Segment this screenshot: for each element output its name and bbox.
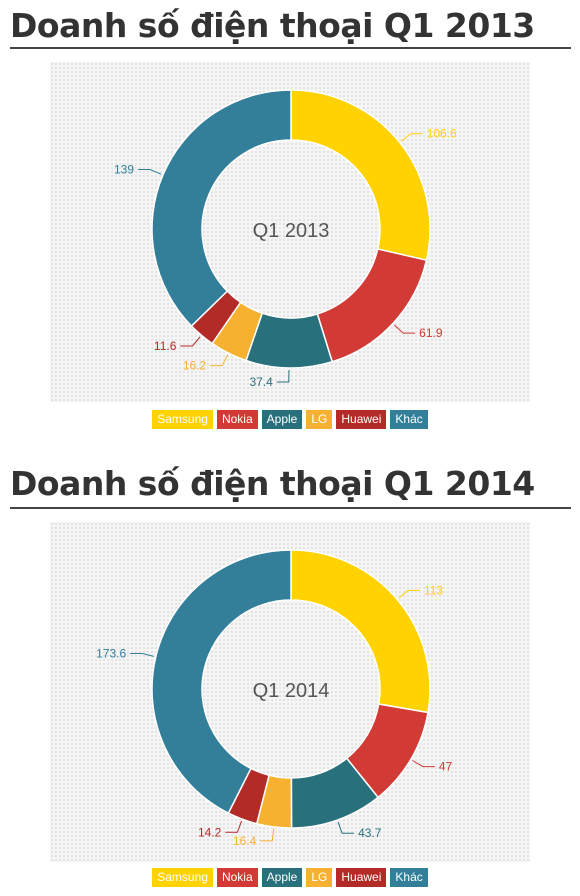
leader-line — [337, 821, 355, 834]
chart-legend: Samsung Nokia Apple LG Huawei Khác — [0, 868, 580, 887]
value-label: 61.9 — [419, 326, 443, 340]
value-label: 139 — [114, 163, 134, 177]
legend-item-apple: Apple — [261, 410, 303, 429]
leader-line — [225, 820, 243, 833]
leader-line — [138, 169, 162, 175]
legend-item-nokia: Nokia — [216, 868, 258, 887]
value-label: 16.4 — [233, 834, 257, 848]
donut-slice-khác — [151, 89, 292, 328]
chart-heading: Doanh số điện thoại Q1 2014 — [10, 464, 535, 503]
donut-chart-area: 106.6 61.9 37.4 16.2 11.6 139 Q1 2013 — [50, 62, 530, 402]
value-label: 16.2 — [183, 359, 207, 373]
legend-item-samsung: Samsung — [152, 410, 213, 429]
legend-item-khác: Khác — [390, 868, 428, 887]
donut-chart: 113 47 43.7 16.4 14.2 173.6 Q1 2014 — [96, 549, 453, 848]
legend-item-nokia: Nokia — [216, 410, 258, 429]
value-label: 43.7 — [358, 826, 382, 840]
chart-legend: Samsung Nokia Apple LG Huawei Khác — [0, 410, 580, 429]
chart-section-2013: Doanh số điện thoại Q1 2013 106.6 61.9 37.… — [0, 0, 580, 440]
legend-item-lg: LG — [306, 410, 333, 429]
leader-line — [394, 324, 416, 334]
legend-item-samsung: Samsung — [152, 868, 213, 887]
legend-item-huawei: Huawei — [336, 410, 387, 429]
legend-item-huawei: Huawei — [336, 868, 387, 887]
center-label: Q1 2014 — [253, 680, 330, 702]
donut-slice-nokia — [316, 248, 428, 363]
leader-line — [180, 336, 201, 347]
leader-line — [276, 369, 290, 383]
value-label: 113 — [424, 583, 443, 597]
value-label: 173.6 — [96, 647, 126, 661]
leader-line — [401, 133, 423, 142]
leader-line — [130, 653, 154, 657]
value-label: 11.6 — [154, 339, 177, 353]
legend-item-khác: Khác — [390, 410, 428, 429]
donut-chart-area: 113 47 43.7 16.4 14.2 173.6 Q1 2014 — [50, 522, 530, 862]
legend-item-lg: LG — [306, 868, 333, 887]
value-label: 37.4 — [249, 375, 273, 389]
donut-slice-khác — [151, 549, 292, 815]
heading-divider — [10, 507, 571, 509]
value-label: 106.6 — [427, 127, 457, 141]
center-label: Q1 2013 — [253, 220, 330, 242]
chart-section-2014: Doanh số điện thoại Q1 2014 113 47 43.7 16.… — [0, 458, 580, 896]
value-label: 47 — [439, 760, 453, 774]
leader-line — [210, 354, 229, 367]
leader-line — [260, 828, 275, 842]
donut-slice-samsung — [290, 89, 431, 262]
leader-line — [412, 760, 435, 768]
donut-slice-samsung — [290, 549, 431, 714]
chart-heading: Doanh số điện thoại Q1 2013 — [10, 6, 535, 45]
leader-line — [398, 589, 420, 599]
donut-chart: 106.6 61.9 37.4 16.2 11.6 139 Q1 2013 — [114, 89, 457, 389]
legend-item-apple: Apple — [261, 868, 303, 887]
heading-divider — [10, 47, 571, 49]
value-label: 14.2 — [198, 825, 222, 839]
